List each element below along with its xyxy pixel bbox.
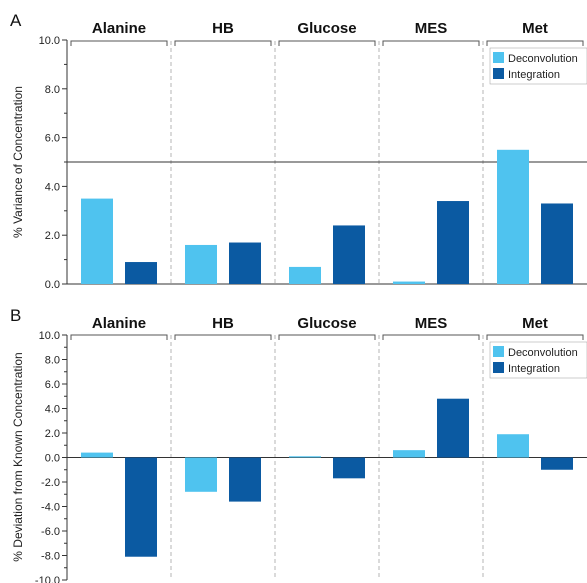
panel-b: B Alanine HB Glucose MES Met -10.0 -8.0 -6.0 -4.… [10, 306, 587, 583]
panel-b-legend-swatch-integration [493, 362, 504, 373]
panel-b-y-tick-label: -6.0 [41, 526, 60, 538]
panel-a-category-label: Alanine [92, 20, 146, 37]
panel-b-category-bracket [486, 334, 584, 340]
panel-b-category-bracket [382, 334, 480, 340]
panel-b-category-label: Met [522, 315, 548, 332]
panel-b-category-label: Alanine [92, 315, 146, 332]
panel-a-y-tick-label: 0.0 [45, 279, 60, 291]
panel-a-y-tick-label: 10.0 [39, 35, 60, 47]
panel-b-legend-label-deconvolution: Deconvolution [508, 347, 578, 359]
panel-b-category-label: MES [415, 315, 448, 332]
panel-a-bar-integration [333, 225, 365, 284]
panel-a-category-bracket [278, 40, 376, 46]
panel-a-bar-integration [229, 242, 261, 284]
panel-a-letter: A [10, 11, 22, 30]
panel-a-bar-integration [541, 203, 573, 284]
panel-a-legend-label-integration: Integration [508, 69, 560, 81]
panel-a: A Alanine HB Glucose MES Met 0.0 2.0 4.0 6.0 8.0 1… [10, 11, 587, 291]
panel-b-bar-deconvolution [393, 450, 425, 458]
panel-a-y-axis-label: % Variance of Concentration [11, 86, 25, 238]
panel-b-bar-integration [333, 457, 365, 479]
panel-b-legend-swatch-deconvolution [493, 346, 504, 357]
panel-a-y-tick-label: 4.0 [45, 181, 60, 193]
panel-b-letter: B [10, 306, 21, 325]
panel-a-category-bracket [70, 40, 168, 46]
panel-a-category-bracket [486, 40, 584, 46]
panel-b-legend: Deconvolution Integration [489, 341, 587, 379]
panel-a-bar-deconvolution [289, 266, 321, 284]
panel-b-category-bracket [174, 334, 272, 340]
panel-a-category-label: HB [212, 20, 234, 37]
panel-b-y-tick-label: -10.0 [35, 575, 60, 583]
panel-a-bar-deconvolution [497, 149, 529, 284]
panel-a-bar-deconvolution [393, 281, 425, 284]
panel-b-bar-deconvolution [289, 456, 321, 458]
panel-a-category-bracket [174, 40, 272, 46]
panel-b-bar-integration [125, 457, 157, 557]
panel-b-y-tick-label: 4.0 [45, 404, 60, 416]
panel-b-category-label: HB [212, 315, 234, 332]
panel-b-y-tick-label: 0.0 [45, 453, 60, 465]
panel-b-y-tick-label: -4.0 [41, 502, 60, 514]
panel-a-legend-box [489, 47, 587, 85]
panel-a-bar-integration [125, 262, 157, 284]
panel-a-bar-integration [437, 201, 469, 284]
panel-a-legend-swatch-integration [493, 68, 504, 79]
panel-b-bar-deconvolution [81, 452, 113, 458]
panel-b-y-tick-label: 6.0 [45, 379, 60, 391]
panel-a-legend-label-deconvolution: Deconvolution [508, 53, 578, 65]
panel-b-category-label: Glucose [297, 315, 356, 332]
panel-a-y-tick-label: 8.0 [45, 84, 60, 96]
panel-b-category-bracket [70, 334, 168, 340]
panel-a-y-tick-label: 2.0 [45, 230, 60, 242]
panel-b-y-axis-label: % Deviation from Known Concentration [11, 352, 25, 561]
panel-a-legend-swatch-deconvolution [493, 52, 504, 63]
panel-a-category-bracket [382, 40, 480, 46]
panel-a-y-tick-label: 6.0 [45, 133, 60, 145]
panel-a-category-label: Met [522, 20, 548, 37]
panel-b-bar-integration [437, 398, 469, 458]
panel-b-y-tick-label: -8.0 [41, 551, 60, 563]
panel-a-bar-deconvolution [185, 244, 217, 284]
panel-b-legend-box [489, 341, 587, 379]
panel-a-legend: Deconvolution Integration [489, 47, 587, 85]
panel-b-y-tick-label: 10.0 [39, 330, 60, 342]
panel-b-y-tick-label: -2.0 [41, 477, 60, 489]
panel-b-y-tick-label: 8.0 [45, 355, 60, 367]
panel-b-legend-label-integration: Integration [508, 363, 560, 375]
panel-b-y-tick-label: 2.0 [45, 428, 60, 440]
panel-a-category-label: MES [415, 20, 448, 37]
panel-b-bar-deconvolution [497, 434, 529, 458]
panel-b-category-bracket [278, 334, 376, 340]
panel-b-bar-deconvolution [185, 457, 217, 492]
panel-a-category-label: Glucose [297, 20, 356, 37]
panel-a-bar-deconvolution [81, 198, 113, 284]
panel-b-bar-integration [541, 457, 573, 470]
panel-b-bar-integration [229, 457, 261, 502]
